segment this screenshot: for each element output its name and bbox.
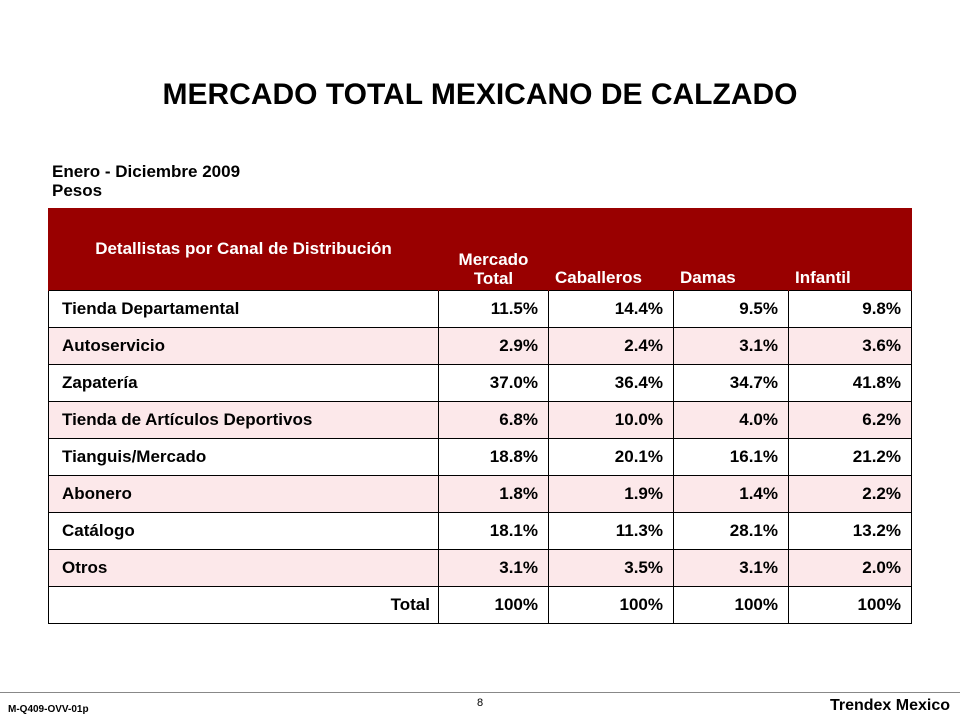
children-value: 13.2% <box>788 512 912 550</box>
total-market-value: 18.1% <box>438 512 549 550</box>
women-value: 9.5% <box>673 290 789 328</box>
column-header-children: Infantil <box>788 208 912 291</box>
table-row: Abonero 1.8% 1.9% 1.4% 2.2% <box>48 475 912 513</box>
column-header-total-market: Mercado Total <box>438 208 549 291</box>
total-market-value: 18.8% <box>438 438 549 476</box>
channel-label: Abonero <box>48 475 439 513</box>
channel-label: Tianguis/Mercado <box>48 438 439 476</box>
men-value: 14.4% <box>548 290 674 328</box>
channel-label: Zapatería <box>48 364 439 402</box>
children-value: 9.8% <box>788 290 912 328</box>
page-title: MERCADO TOTAL MEXICANO DE CALZADO <box>162 78 798 111</box>
total-market-value: 2.9% <box>438 327 549 365</box>
children-value: 2.0% <box>788 549 912 587</box>
total-market-value: 3.1% <box>438 549 549 587</box>
men-value: 36.4% <box>548 364 674 402</box>
total-market-value: 11.5% <box>438 290 549 328</box>
women-value: 3.1% <box>673 549 789 587</box>
footer-divider <box>0 692 960 693</box>
table-row: Otros 3.1% 3.5% 3.1% 2.0% <box>48 549 912 587</box>
men-value: 20.1% <box>548 438 674 476</box>
channel-label: Catálogo <box>48 512 439 550</box>
total-label: Total <box>48 586 439 624</box>
table-row: Tienda de Artículos Deportivos 6.8% 10.0… <box>48 401 912 439</box>
table-row: Tienda Departamental 11.5% 14.4% 9.5% 9.… <box>48 290 912 328</box>
table-header-row: Detallistas por Canal de Distribución Me… <box>48 208 912 291</box>
total-market-value: 6.8% <box>438 401 549 439</box>
document-code: M-Q409-OVV-01p <box>8 704 89 715</box>
children-value: 2.2% <box>788 475 912 513</box>
women-value: 3.1% <box>673 327 789 365</box>
channel-label: Autoservicio <box>48 327 439 365</box>
women-value: 4.0% <box>673 401 789 439</box>
table-row: Tianguis/Mercado 18.8% 20.1% 16.1% 21.2% <box>48 438 912 476</box>
total-market-value: 37.0% <box>438 364 549 402</box>
men-value: 2.4% <box>548 327 674 365</box>
column-header-men: Caballeros <box>548 208 674 291</box>
children-value: 21.2% <box>788 438 912 476</box>
channel-label: Tienda de Artículos Deportivos <box>48 401 439 439</box>
women-value: 28.1% <box>673 512 789 550</box>
men-value: 100% <box>548 586 674 624</box>
table-row: Catálogo 18.1% 11.3% 28.1% 13.2% <box>48 512 912 550</box>
men-value: 3.5% <box>548 549 674 587</box>
column-header-women: Damas <box>673 208 789 291</box>
children-value: 3.6% <box>788 327 912 365</box>
men-value: 11.3% <box>548 512 674 550</box>
currency-label: Pesos <box>52 181 103 200</box>
women-value: 1.4% <box>673 475 789 513</box>
children-value: 6.2% <box>788 401 912 439</box>
women-value: 34.7% <box>673 364 789 402</box>
column-header-channel: Detallistas por Canal de Distribución <box>48 208 439 291</box>
women-value: 16.1% <box>673 438 789 476</box>
channel-label: Tienda Departamental <box>48 290 439 328</box>
children-value: 41.8% <box>788 364 912 402</box>
table-row: Zapatería 37.0% 36.4% 34.7% 41.8% <box>48 364 912 402</box>
period-label: Enero - Diciembre 2009 <box>52 162 241 181</box>
total-market-value: 100% <box>438 586 549 624</box>
brand-name: Trendex Mexico <box>829 697 950 714</box>
women-value: 100% <box>673 586 789 624</box>
channel-label: Otros <box>48 549 439 587</box>
total-market-value: 1.8% <box>438 475 549 513</box>
children-value: 100% <box>788 586 912 624</box>
men-value: 10.0% <box>548 401 674 439</box>
period-subtitle: Enero - Diciembre 2009 Pesos <box>52 162 240 200</box>
table-row: Autoservicio 2.9% 2.4% 3.1% 3.6% <box>48 327 912 365</box>
market-share-table: Detallistas por Canal de Distribución Me… <box>48 208 912 624</box>
total-row: Total 100% 100% 100% 100% <box>48 586 912 624</box>
men-value: 1.9% <box>548 475 674 513</box>
page-number: 8 <box>476 697 484 709</box>
